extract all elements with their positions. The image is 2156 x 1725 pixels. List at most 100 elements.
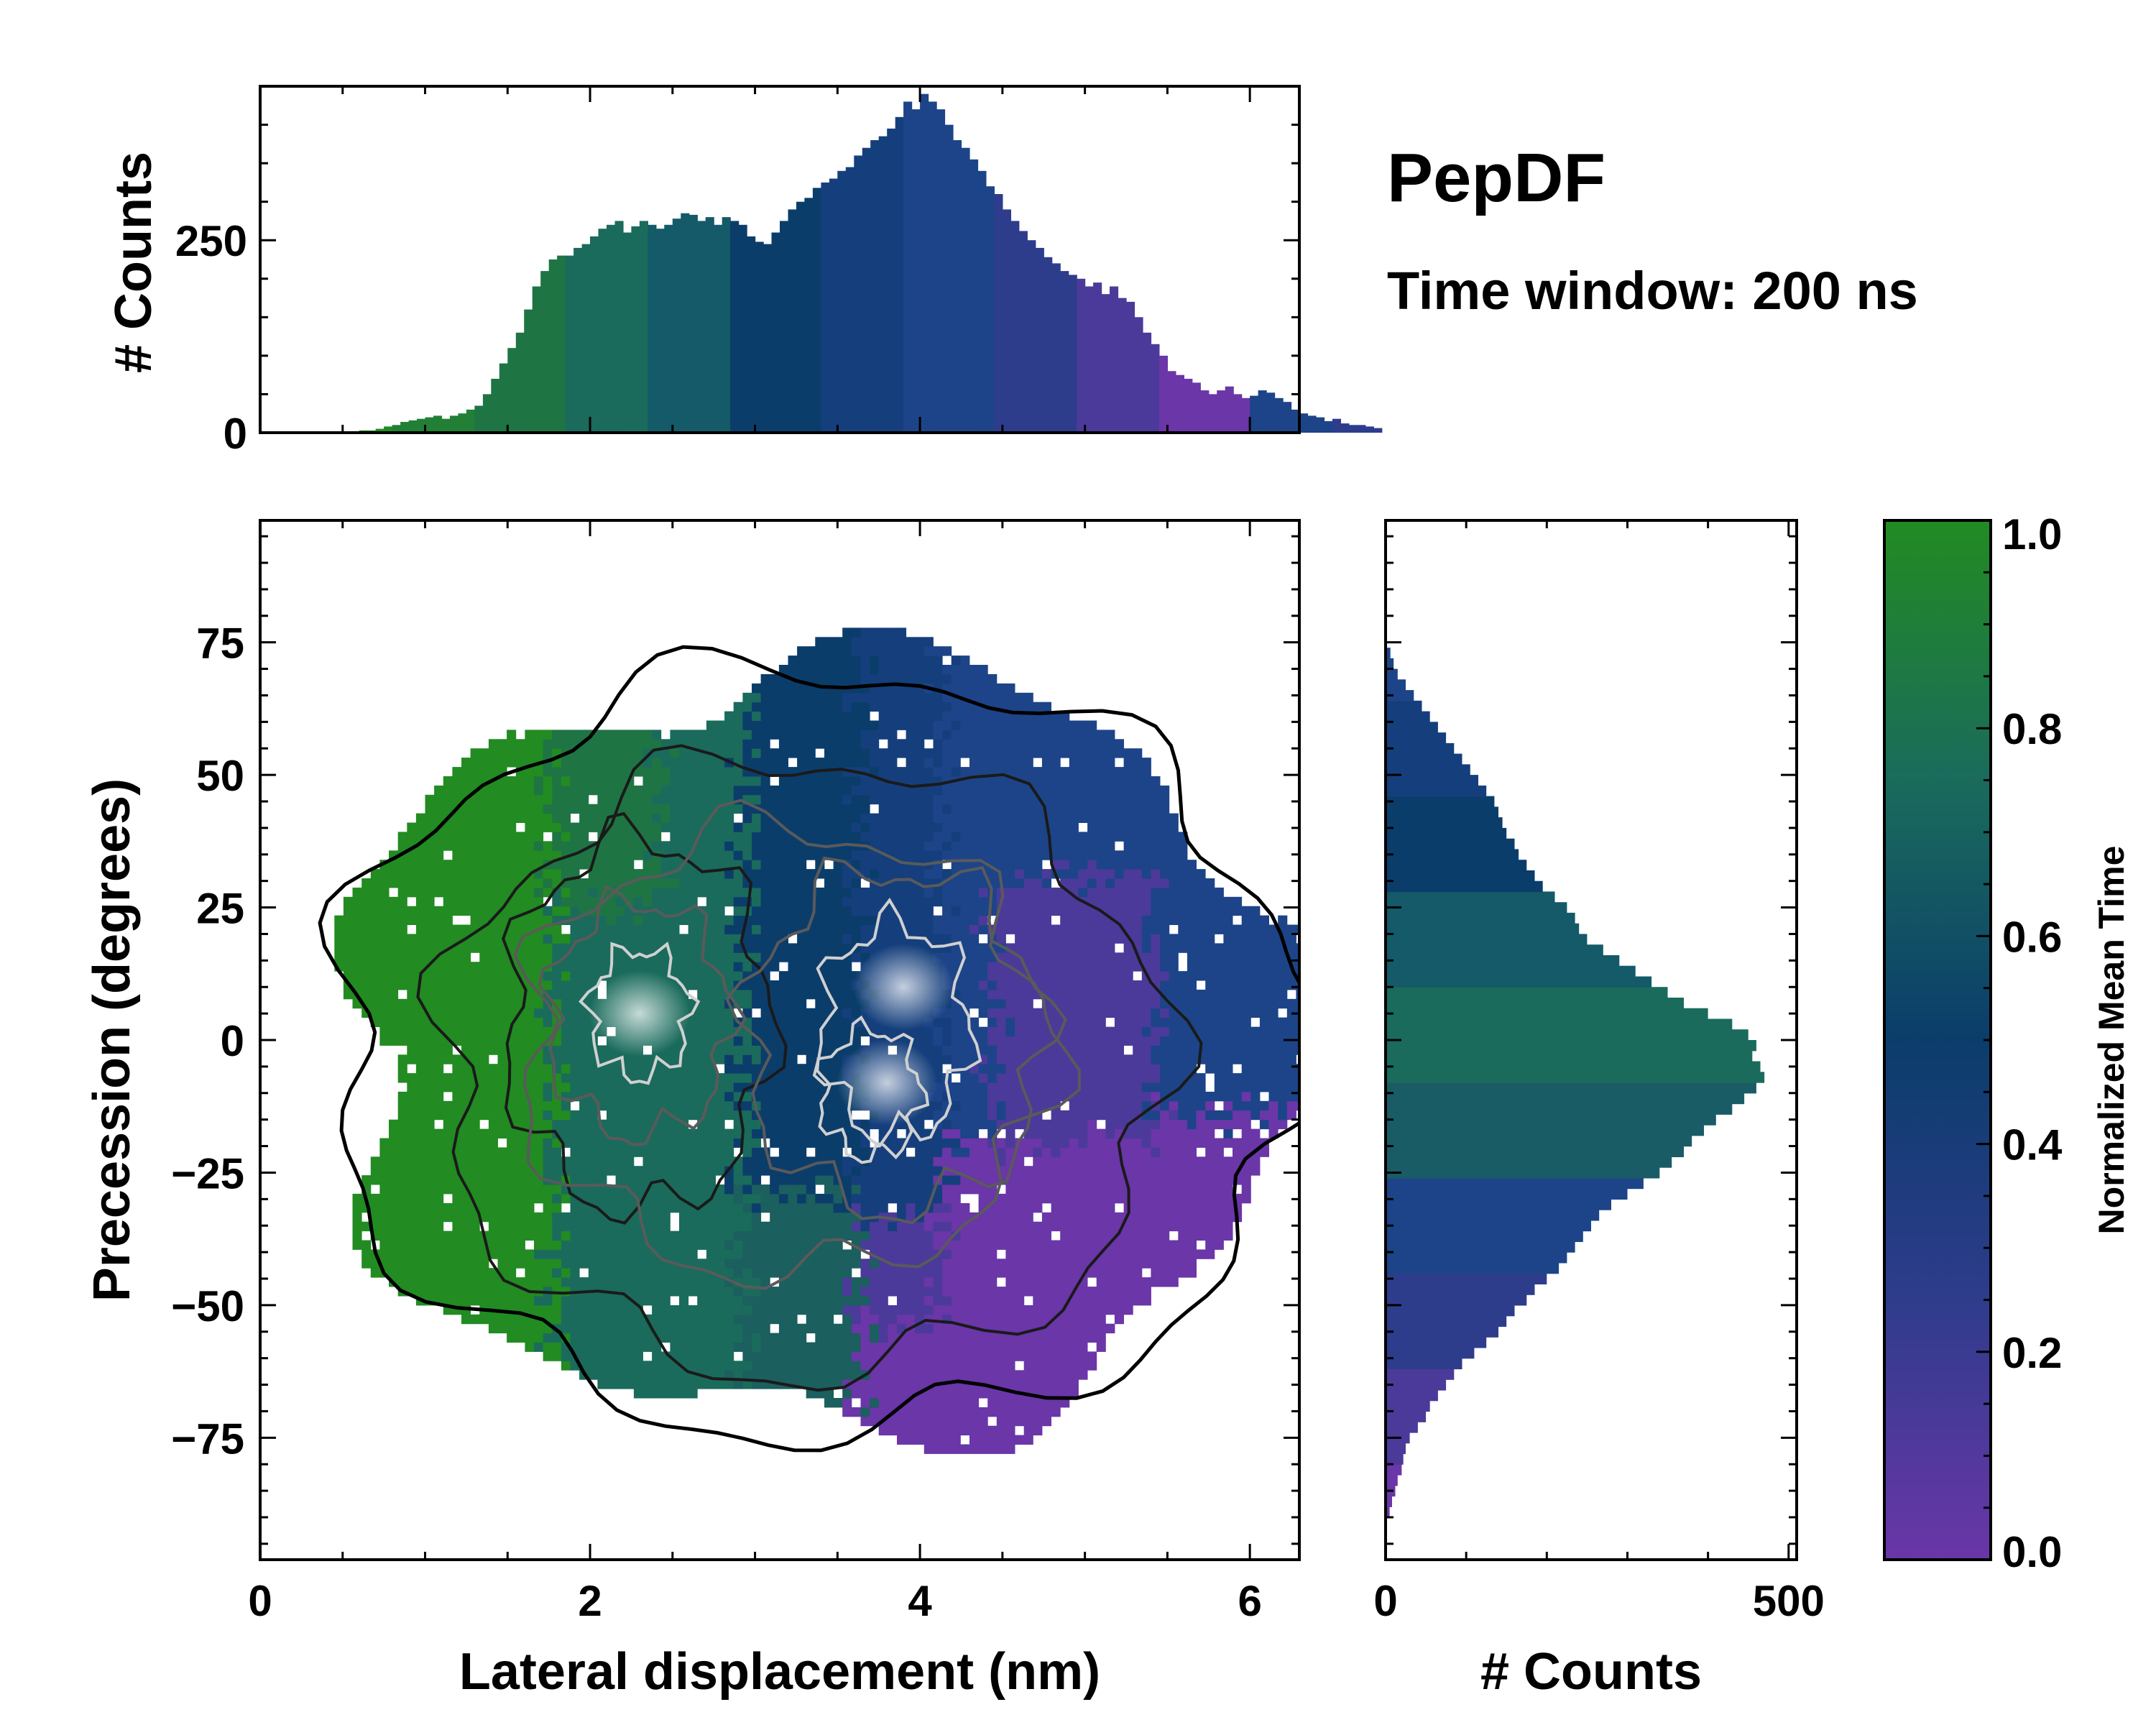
heatmap-cell	[660, 841, 671, 851]
heatmap-cell	[625, 748, 635, 758]
heatmap-cell	[379, 998, 390, 1009]
heatmap-cell	[806, 1296, 816, 1306]
heatmap-cell	[507, 804, 517, 814]
heatmap-cell	[688, 924, 698, 934]
heatmap-cell	[470, 776, 480, 786]
heatmap-cell	[579, 730, 589, 740]
heatmap-cell	[370, 1268, 380, 1278]
heatmap-cell	[760, 785, 770, 796]
heatmap-cell	[670, 1333, 680, 1343]
heatmap-cell	[652, 1287, 662, 1297]
heatmap-cell	[625, 1361, 635, 1371]
heatmap-cell	[824, 1379, 834, 1389]
heatmap-cell	[561, 971, 571, 981]
heatmap-cell	[434, 1045, 444, 1055]
heatmap-cell	[915, 1398, 925, 1408]
heatmap-cell	[434, 998, 444, 1009]
heatmap-cell	[397, 1221, 407, 1232]
heatmap-cell	[597, 1314, 607, 1325]
heatmap-cell	[597, 1361, 607, 1371]
heatmap-cell	[597, 1351, 607, 1361]
heatmap-cell	[607, 1361, 617, 1371]
heatmap-cell	[969, 1305, 980, 1315]
heatmap-cell	[806, 1036, 816, 1046]
heatmap-cell	[507, 998, 517, 1009]
heatmap-cell	[597, 1138, 607, 1148]
heatmap-cell	[960, 1259, 970, 1269]
heatmap-cell	[434, 989, 444, 1000]
heatmap-cell	[842, 813, 852, 823]
heatmap-cell	[860, 656, 870, 666]
heatmap-cell	[960, 915, 970, 925]
heatmap-cell	[588, 896, 598, 907]
heatmap-cell	[797, 1138, 807, 1148]
heatmap-cell	[407, 1202, 417, 1213]
heatmap-cell	[923, 1221, 934, 1232]
heatmap-cell	[597, 1259, 607, 1269]
heatmap-cell	[788, 998, 798, 1009]
top-ytick-label: 0	[224, 410, 247, 458]
heatmap-cell	[815, 758, 825, 768]
heatmap-cell	[878, 1156, 888, 1167]
heatmap-cell	[425, 989, 435, 1000]
heatmap-cell	[543, 869, 553, 879]
heatmap-cell	[660, 1221, 671, 1232]
heatmap-cell	[742, 1240, 752, 1250]
heatmap-cell	[742, 832, 752, 842]
heatmap-cell	[688, 1323, 698, 1334]
heatmap-cell	[534, 1138, 544, 1148]
heatmap-cell	[824, 1026, 834, 1036]
heatmap-cell	[878, 1147, 888, 1157]
heatmap-cell	[870, 1305, 880, 1315]
heatmap-cell	[742, 758, 752, 768]
heatmap-cell	[706, 860, 716, 870]
heatmap-cell	[534, 1100, 544, 1111]
heatmap-cell	[797, 711, 807, 721]
heatmap-cell	[697, 1296, 707, 1306]
heatmap-cell	[969, 748, 980, 758]
heatmap-cell	[552, 934, 562, 944]
heatmap-cell	[760, 1193, 770, 1204]
heatmap-cell	[607, 1221, 617, 1232]
heatmap-cell	[488, 1100, 498, 1111]
heatmap-cell	[715, 739, 725, 749]
heatmap-cell	[452, 822, 462, 832]
heatmap-cell	[552, 896, 562, 907]
heatmap-cell	[615, 952, 625, 962]
top-bar	[598, 229, 607, 433]
heatmap-cell	[543, 915, 553, 925]
heatmap-cell	[706, 1128, 716, 1138]
heatmap-cell	[978, 1361, 988, 1371]
heatmap-cell	[960, 934, 970, 944]
heatmap-cell	[888, 822, 898, 832]
heatmap-cell	[878, 767, 888, 777]
heatmap-cell	[824, 702, 834, 712]
heatmap-cell	[788, 896, 798, 907]
heatmap-cell	[788, 1082, 798, 1092]
heatmap-cell	[815, 1138, 825, 1148]
heatmap-cell	[379, 1184, 390, 1195]
heatmap-cell	[915, 702, 925, 712]
heatmap-cell	[715, 1138, 725, 1148]
heatmap-cell	[488, 1314, 498, 1325]
heatmap-cell	[443, 1036, 453, 1046]
heatmap-cell	[597, 748, 607, 758]
heatmap-cell	[760, 1314, 770, 1325]
heatmap-cell	[923, 1110, 934, 1121]
heatmap-cell	[488, 1138, 498, 1148]
heatmap-cell	[942, 1212, 952, 1223]
heatmap-cell	[724, 971, 734, 981]
heatmap-cell	[760, 1110, 770, 1121]
heatmap-cell	[679, 1323, 689, 1334]
heatmap-cell	[888, 785, 898, 796]
heatmap-cell	[833, 915, 843, 925]
heatmap-cell	[760, 1017, 770, 1027]
heatmap-cell	[607, 758, 617, 768]
heatmap-cell	[488, 1073, 498, 1083]
heatmap-cell	[452, 1259, 462, 1269]
heatmap-cell	[806, 673, 816, 684]
heatmap-cell	[978, 1230, 988, 1241]
heatmap-cell	[842, 1314, 852, 1325]
heatmap-cell	[942, 804, 952, 814]
